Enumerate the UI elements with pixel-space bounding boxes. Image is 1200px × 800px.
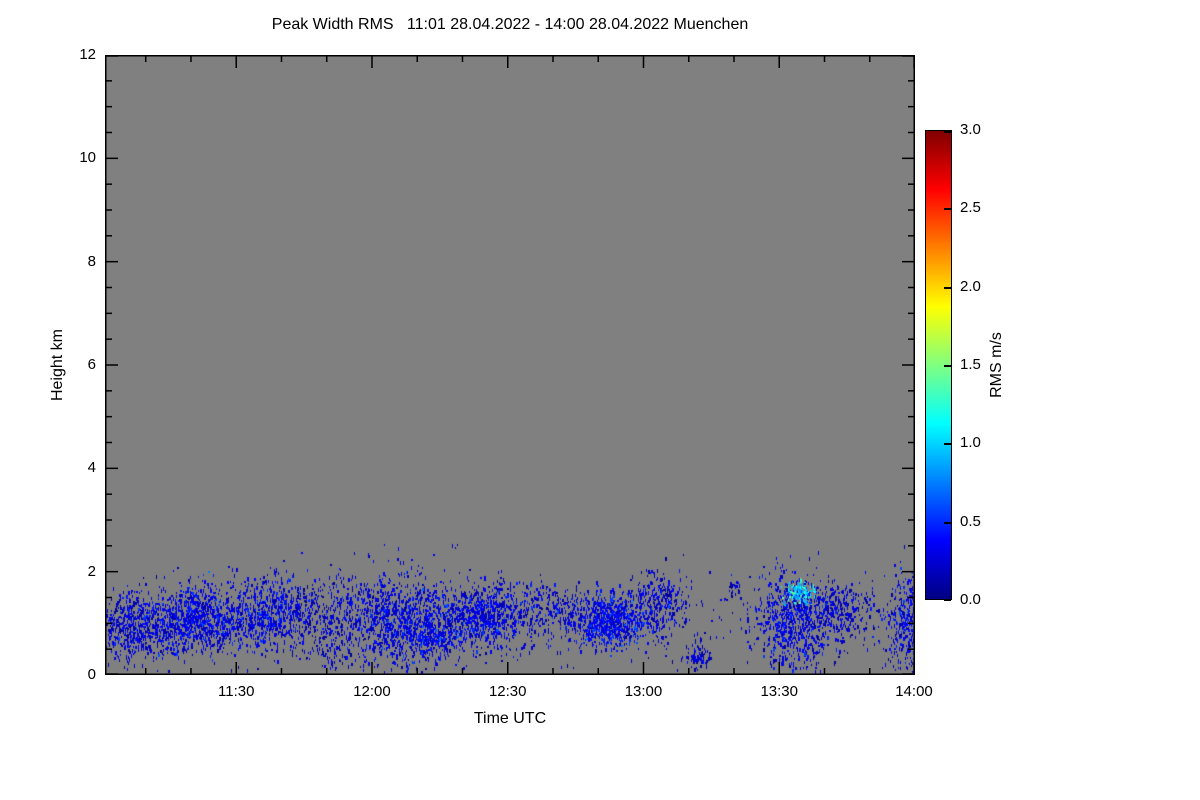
colorbar-tick: [944, 208, 951, 211]
y-tick-label: 0: [87, 666, 96, 683]
colorbar-tick-label: 0.0: [960, 591, 981, 608]
x-tick-label: 12:30: [488, 683, 527, 700]
y-tick-label: 6: [87, 356, 96, 373]
y-tick-label: 10: [79, 149, 96, 167]
x-tick-label: 13:30: [760, 683, 798, 700]
chart-title: Peak Width RMS 11:01 28.04.2022 - 14:00 …: [271, 16, 749, 33]
heatmap-canvas: [105, 55, 915, 675]
x-tick-label: 11:30: [218, 683, 255, 700]
x-tick-labels: 11:30 12:00 12:30 13:00 13:30 14:00: [105, 682, 933, 702]
colorbar-tick: [944, 521, 951, 524]
colorbar-tick-label: 1.5: [960, 356, 981, 373]
x-tick-label: 12:00: [353, 683, 391, 700]
colorbar-tick: [944, 443, 951, 446]
colorbar-tick-label: 2.5: [960, 199, 981, 217]
y-tick-label: 2: [87, 562, 96, 580]
colorbar-tick-labels: 0.0 0.5 1.0 1.5 2.0 2.5 3.0: [960, 121, 1020, 608]
axes-frame: [105, 55, 915, 675]
colorbar: [925, 130, 952, 601]
x-tick-label: 14:00: [895, 683, 933, 700]
y-tick-label: 12: [79, 46, 96, 63]
colorbar-tick-label: 1.0: [960, 434, 981, 452]
colorbar-label: RMS m/s: [988, 332, 1005, 398]
y-tick-labels: 0 2 4 6 8 10 12: [0, 46, 96, 683]
colorbar-tick: [944, 131, 951, 133]
colorbar-tick-label: 0.5: [960, 512, 981, 530]
y-tick-label: 4: [87, 459, 96, 477]
colorbar-tick-label: 2.0: [960, 277, 981, 295]
colorbar-tick: [944, 599, 951, 601]
plot-area: [105, 55, 915, 675]
y-tick-label: 8: [87, 252, 96, 270]
x-tick-label: 13:00: [624, 683, 663, 700]
colorbar-tick-label: 3.0: [960, 121, 981, 138]
x-axis-label: Time UTC: [473, 710, 547, 727]
colorbar-tick: [944, 286, 951, 289]
colorbar-tick: [944, 365, 951, 367]
